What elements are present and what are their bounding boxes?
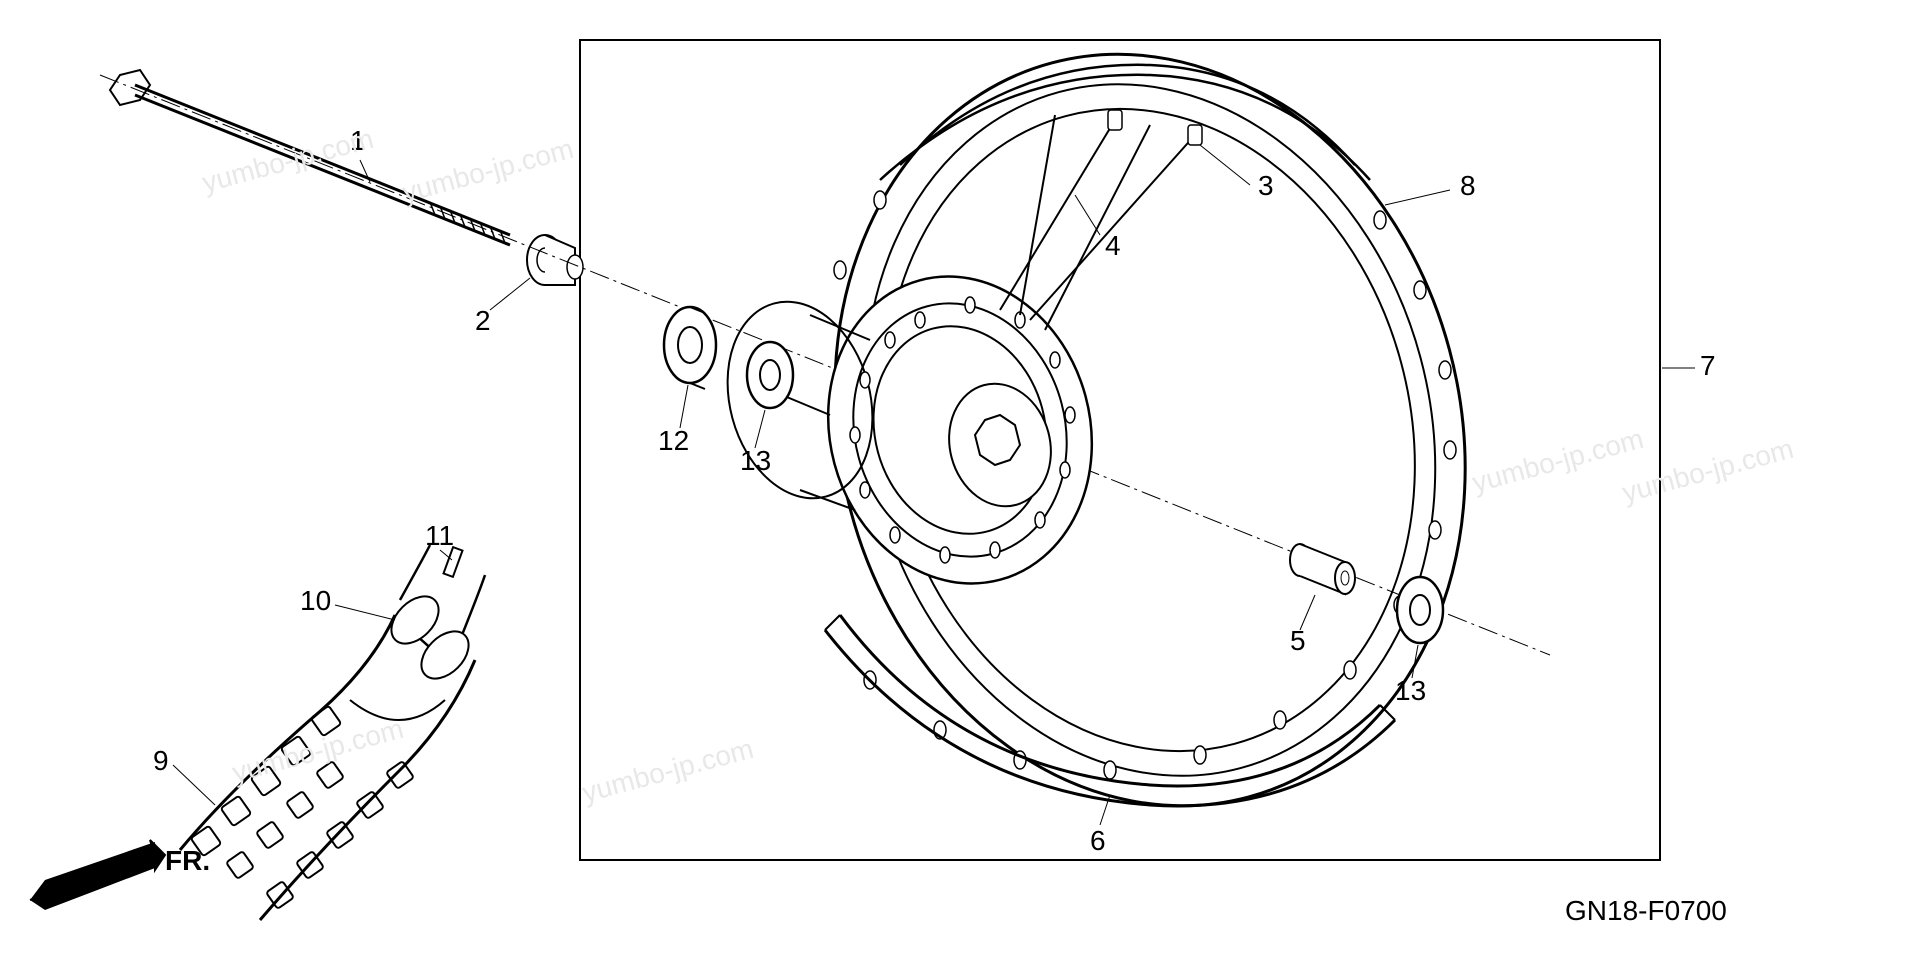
label-11: 11 [425,520,454,551]
label-12: 12 [658,425,689,456]
label-3: 3 [1258,170,1274,201]
leader-12 [680,385,688,428]
hub [707,247,1126,614]
leader-8 [1385,190,1450,205]
diagram-container: 1 2 [0,0,1921,960]
bearing-left-inner [747,342,793,408]
leader-4 [1075,195,1100,235]
label-6: 6 [1090,825,1106,856]
collar [527,235,583,285]
label-13a: 13 [740,445,771,476]
fr-arrow [30,840,165,910]
tire-section [180,545,485,920]
leader-5 [1300,595,1315,630]
leader-1 [360,160,370,182]
label-9: 9 [153,745,169,776]
wheel-diagram: 1 2 [0,0,1921,960]
diagram-code: GN18-F0700 [1565,895,1727,926]
bearing-left-outer [664,307,716,389]
label-2: 2 [475,305,491,336]
leader-2 [490,278,530,310]
axle-bolt [110,70,510,245]
label-5: 5 [1290,625,1306,656]
label-8: 8 [1460,170,1476,201]
spacer-right [1290,544,1355,594]
label-7: 7 [1700,350,1716,381]
label-10: 10 [300,585,331,616]
leader-10 [335,605,395,620]
spokes [1000,110,1202,330]
bearing-right [1397,577,1443,643]
leader-13a [755,410,765,448]
label-13b: 13 [1395,675,1426,706]
leader-3 [1200,145,1250,185]
label-4: 4 [1105,230,1121,261]
label-1: 1 [350,125,366,156]
leader-9 [173,765,215,805]
fr-label: FR. [165,845,210,876]
